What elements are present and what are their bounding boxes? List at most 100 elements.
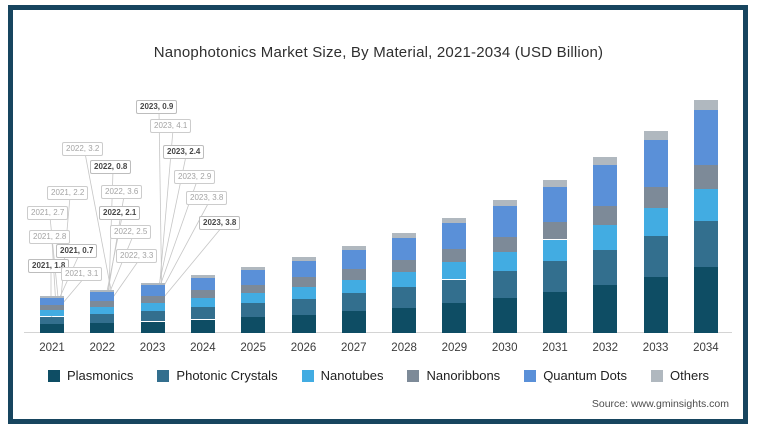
bar-segment-plasmonics-2028 xyxy=(392,307,417,333)
data-label-callout: 2023, 2.9 xyxy=(174,170,216,184)
bar-segment-quantum-dots-2021 xyxy=(40,297,64,306)
legend-swatch-icon xyxy=(157,369,170,382)
bar-segment-nanoribbons-2027 xyxy=(341,269,366,280)
x-axis-label-2032: 2032 xyxy=(592,342,619,354)
bar-segment-nanoribbons-2033 xyxy=(643,186,668,209)
data-label-callout: 2021, 2.8 xyxy=(29,230,71,244)
bar-segment-plasmonics-2030 xyxy=(492,298,517,333)
data-label-callout: 2021, 0.7 xyxy=(56,244,98,258)
data-label-callout: 2021, 2.7 xyxy=(27,206,69,220)
bar-segment-others-2034 xyxy=(693,100,718,111)
bar-segment-plasmonics-2024 xyxy=(190,319,215,333)
bar-segment-plasmonics-2032 xyxy=(593,285,618,333)
bar-segment-others-2031 xyxy=(543,180,567,188)
bar-segment-quantum-dots-2032 xyxy=(593,165,618,206)
legend-swatch-icon xyxy=(301,369,314,382)
x-axis-label-2033: 2033 xyxy=(642,342,669,354)
bar-segment-quantum-dots-2025 xyxy=(241,270,266,285)
bar-segment-quantum-dots-2029 xyxy=(442,223,467,249)
bar-segment-plasmonics-2021 xyxy=(40,324,64,333)
data-label-callout: 2022, 3.6 xyxy=(101,185,143,199)
bar-segment-nanotubes-2021 xyxy=(40,310,64,317)
bar-segment-nanotubes-2026 xyxy=(291,286,316,299)
bar-segment-nanotubes-2029 xyxy=(442,262,467,280)
bar-segment-nanoribbons-2031 xyxy=(543,222,567,240)
bar-segment-photonic-crystals-2023 xyxy=(140,310,165,322)
bar-segment-plasmonics-2025 xyxy=(241,317,266,333)
bar-segment-others-2026 xyxy=(291,257,316,261)
legend-label: Quantum Dots xyxy=(543,368,628,383)
bar-segment-plasmonics-2023 xyxy=(140,321,165,333)
bar-segment-quantum-dots-2023 xyxy=(140,285,165,296)
bar-segment-others-2032 xyxy=(593,157,618,166)
bar-segment-others-2033 xyxy=(643,130,668,140)
bar-segment-quantum-dots-2031 xyxy=(543,187,567,223)
bar-segment-nanoribbons-2025 xyxy=(241,284,266,293)
legend-label: Nanotubes xyxy=(320,368,384,383)
data-label-callout: 2022, 2.5 xyxy=(110,225,152,239)
legend-item-photonic-crystals: Photonic Crystals xyxy=(157,368,278,383)
bar-segment-others-2025 xyxy=(241,266,266,271)
bar-segment-nanotubes-2024 xyxy=(190,298,215,308)
data-label-callout: 2023, 0.9 xyxy=(136,100,178,114)
legend-item-nanotubes: Nanotubes xyxy=(301,368,384,383)
x-axis-label-2030: 2030 xyxy=(491,342,518,354)
bar-segment-quantum-dots-2027 xyxy=(341,249,366,270)
legend-swatch-icon xyxy=(407,369,420,382)
bar-segment-photonic-crystals-2030 xyxy=(492,271,517,299)
bar-segment-others-2023 xyxy=(140,282,165,286)
bar-segment-quantum-dots-2022 xyxy=(90,291,115,301)
bar-segment-nanotubes-2034 xyxy=(693,189,718,221)
bar-segment-nanotubes-2027 xyxy=(341,279,366,294)
data-label-callout: 2023, 3.8 xyxy=(199,216,241,230)
data-label-callout: 2023, 4.1 xyxy=(150,119,192,133)
x-axis-label-2031: 2031 xyxy=(542,342,568,354)
x-axis-label-2029: 2029 xyxy=(441,342,468,354)
bar-segment-nanotubes-2025 xyxy=(241,293,266,304)
bar-segment-nanotubes-2022 xyxy=(90,306,115,314)
bar-segment-plasmonics-2027 xyxy=(341,311,366,333)
bar-segment-photonic-crystals-2025 xyxy=(241,303,266,318)
data-label-callout: 2021, 3.1 xyxy=(61,267,103,281)
bar-segment-others-2024 xyxy=(190,275,215,279)
bar-segment-nanoribbons-2021 xyxy=(40,305,64,311)
legend-item-quantum-dots: Quantum Dots xyxy=(524,368,627,383)
data-label-callout: 2023, 3.8 xyxy=(186,191,228,205)
bar-segment-nanoribbons-2034 xyxy=(693,164,718,190)
bar-segment-quantum-dots-2024 xyxy=(190,278,215,291)
data-label-callout: 2022, 3.2 xyxy=(62,142,104,156)
bar-segment-quantum-dots-2026 xyxy=(291,260,316,278)
bar-segment-nanoribbons-2028 xyxy=(392,259,417,272)
bar-segment-others-2029 xyxy=(442,217,467,223)
bar-segment-plasmonics-2022 xyxy=(90,322,115,333)
bar-segment-photonic-crystals-2032 xyxy=(593,249,618,286)
bar-segment-nanotubes-2028 xyxy=(392,272,417,288)
bar-segment-photonic-crystals-2029 xyxy=(442,279,467,304)
legend-item-nanoribbons: Nanoribbons xyxy=(407,368,500,383)
source-text: Source: www.gminsights.com xyxy=(591,398,729,410)
bar-segment-nanoribbons-2024 xyxy=(190,290,215,298)
bar-segment-others-2022 xyxy=(90,289,115,292)
x-axis-label-2025: 2025 xyxy=(240,342,266,354)
bar-segment-others-2027 xyxy=(341,245,366,250)
data-label-callout: 2022, 2.1 xyxy=(99,206,141,220)
bar-segment-plasmonics-2026 xyxy=(291,314,316,333)
data-label-callout: 2022, 0.8 xyxy=(90,160,132,174)
bar-segment-nanoribbons-2026 xyxy=(291,277,316,287)
bar-segment-others-2021 xyxy=(40,295,64,298)
bar-segment-photonic-crystals-2034 xyxy=(693,220,718,268)
legend-label: Plasmonics xyxy=(66,368,134,383)
legend-item-plasmonics: Plasmonics xyxy=(47,368,134,383)
bar-segment-photonic-crystals-2021 xyxy=(40,316,64,325)
bar-segment-photonic-crystals-2028 xyxy=(392,287,417,308)
legend-swatch-icon xyxy=(47,369,60,382)
legend-label: Nanoribbons xyxy=(426,368,501,383)
bar-segment-photonic-crystals-2027 xyxy=(341,293,366,312)
bar-segment-nanotubes-2030 xyxy=(492,251,517,272)
bar-segment-quantum-dots-2033 xyxy=(643,139,668,187)
chart-title: Nanophotonics Market Size, By Material, … xyxy=(153,44,604,61)
bar-segment-quantum-dots-2034 xyxy=(693,110,718,165)
bar-segment-nanoribbons-2030 xyxy=(492,236,517,252)
legend-label: Photonic Crystals xyxy=(176,368,278,383)
